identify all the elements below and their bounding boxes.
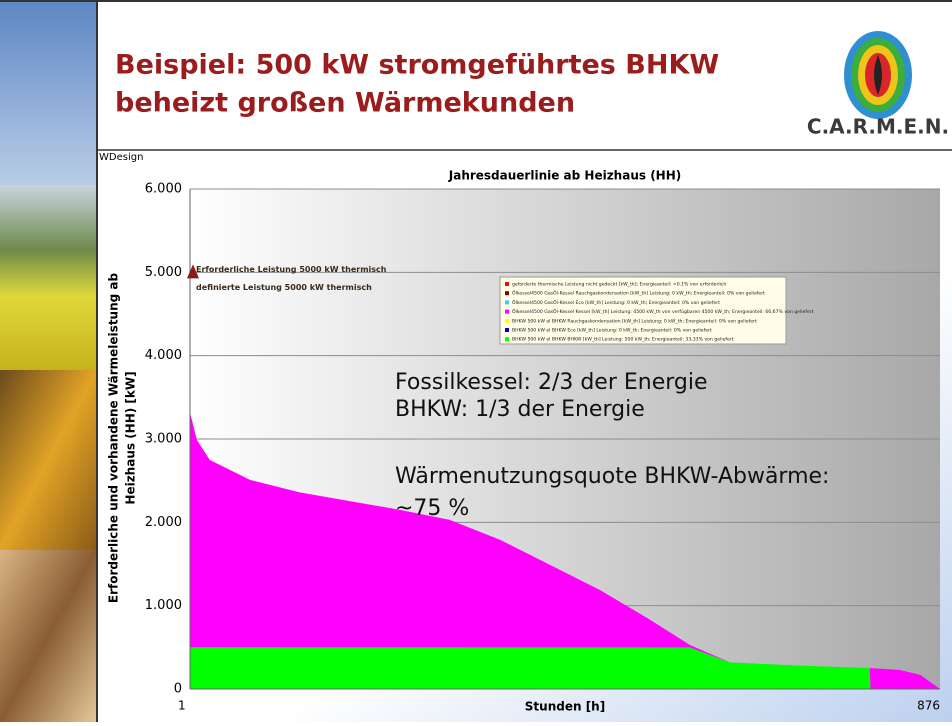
logo-text: C.A.R.M.E.N. <box>807 115 949 139</box>
x-axis-label: Stunden [h] <box>525 700 605 714</box>
legend-label: BHKW 500 kW el BHKW Eco [kW_th] Leistung… <box>512 328 712 334</box>
legend-swatch <box>505 282 509 286</box>
legend-swatch <box>505 337 509 342</box>
area <box>190 647 940 689</box>
y-tick-label: 6.000 <box>145 182 182 197</box>
chart-title: Jahresdauerlinie ab Heizhaus (HH) <box>448 169 682 183</box>
annotation: Wärmenutzungsquote BHKW-Abwärme: <box>395 464 829 489</box>
slide-title: beheizt großen Wärmekunden <box>115 88 575 119</box>
y-tick-label: 0 <box>174 682 182 697</box>
area <box>190 412 940 689</box>
y-tick-label: 4.000 <box>145 348 182 363</box>
photo-corn <box>0 370 97 550</box>
legend-label: BHKW 500 kW el BHKW BHKW [kW_th] Leistun… <box>512 337 734 343</box>
legend-swatch <box>505 318 509 323</box>
legend-swatch <box>505 291 509 296</box>
y-axis-label: Erforderliche und vorhandene Wärmeleistu… <box>107 272 121 603</box>
x-tick-label: 876 <box>917 699 940 713</box>
x-tick-label: 1 <box>178 699 186 713</box>
marker <box>187 264 199 279</box>
photo-wood <box>0 550 97 722</box>
legend-box <box>499 276 787 345</box>
photo-flowers <box>0 0 97 185</box>
logo: C.A.R.M.E.N. <box>807 31 949 139</box>
y-tick-label: 1.000 <box>145 598 182 613</box>
annotation: BHKW: 1/3 der Energie <box>395 397 645 422</box>
legend-label: Ölkessel4500 GasÖl-Kessel Kessel [kW_th]… <box>512 308 814 315</box>
slide-title: Beispiel: 500 kW stromgeführtes BHKW <box>115 50 719 81</box>
legend-label: BHKW 500 kW el BHKW Rauchgaskondensation… <box>512 318 757 324</box>
annotation: ~75 % <box>395 496 469 521</box>
marker-label: Erforderliche Leistung 5000 kW thermisch <box>196 265 387 274</box>
logo-drop <box>874 55 882 95</box>
legend-swatch <box>505 309 509 314</box>
y-tick-label: 2.000 <box>145 515 182 530</box>
legend-label: Ölkessel4500 GasÖl-Kessel Eco [kW_th] Le… <box>512 299 720 306</box>
legend-swatch <box>505 328 509 332</box>
marker-label: definierte Leistung 5000 kW thermisch <box>196 283 372 292</box>
y-tick-label: 3.000 <box>145 432 182 447</box>
legend-label: Ölkessel4500 GasÖl-Kessel Rauchgaskonden… <box>512 290 765 297</box>
watermark: WDesign <box>99 152 143 163</box>
y-tick-label: 5.000 <box>145 265 182 280</box>
legend-label: geforderte thermische Leistung nicht ged… <box>512 282 726 288</box>
y-axis-label: Heizhaus (HH) [kW] <box>124 371 138 504</box>
legend-swatch <box>505 300 509 305</box>
photo-field <box>0 185 97 370</box>
annotation: Fossilkessel: 2/3 der Energie <box>395 370 708 395</box>
